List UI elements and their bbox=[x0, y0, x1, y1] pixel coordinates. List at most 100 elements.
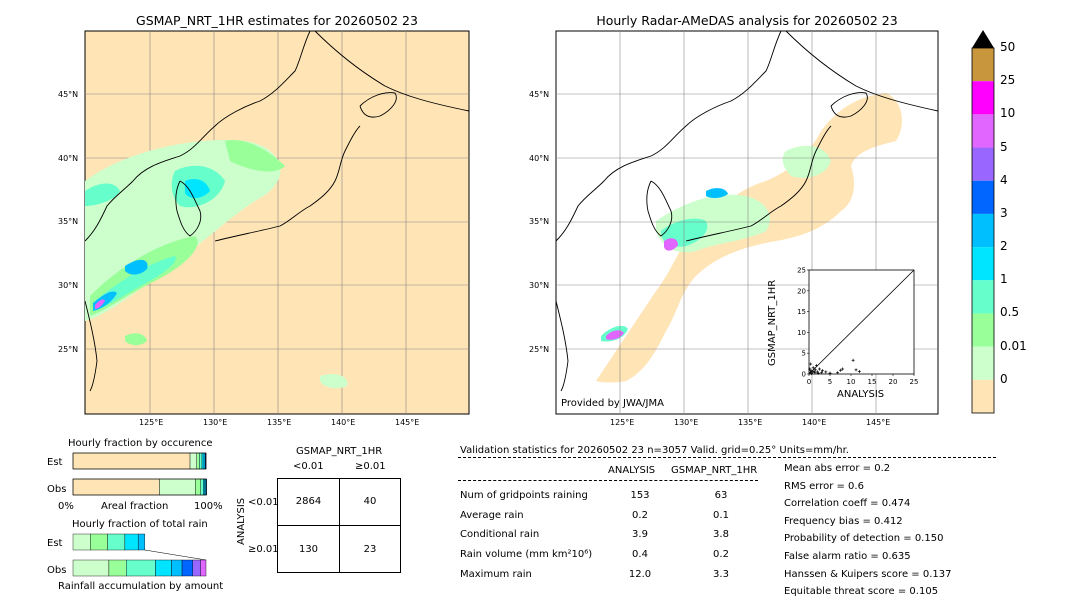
right-lon-130: 130°E bbox=[674, 418, 699, 427]
scatter-ytick: 10 bbox=[797, 329, 806, 337]
stats-score: Frequency bias = 0.412 bbox=[784, 515, 903, 527]
scatter-plot: 0 5 10 15 20 25 0 5 10 15 20 25 bbox=[797, 267, 918, 387]
stats-row-label: Average rain bbox=[460, 509, 524, 521]
right-lat-40: 40°N bbox=[529, 154, 550, 163]
row-axis-label: ANALYSIS bbox=[236, 497, 247, 545]
row-label-lt: <0.01 bbox=[248, 497, 279, 508]
stats-row-analysis: 0.2 bbox=[632, 509, 648, 521]
stats-row-label: Num of gridpoints raining bbox=[460, 490, 588, 501]
scatter-point bbox=[816, 371, 820, 375]
colorbar-label: 5 bbox=[1000, 139, 1008, 154]
fraction-bar-segment bbox=[200, 478, 204, 496]
scatter-ytick: 0 bbox=[802, 371, 806, 379]
cell-miss: 130 bbox=[298, 544, 319, 555]
occurence-bars bbox=[72, 452, 207, 496]
left-lon-125: 125°E bbox=[139, 418, 164, 427]
right-lat-30: 30°N bbox=[529, 281, 550, 290]
colorbar-segment bbox=[972, 180, 994, 214]
fraction-bar-segment bbox=[181, 559, 193, 577]
scatter-ytick: 5 bbox=[802, 350, 806, 358]
scatter-point bbox=[820, 369, 824, 373]
fraction-bar-frame bbox=[72, 452, 207, 470]
fraction-bar-segment bbox=[195, 478, 201, 496]
left-lon-145: 145°E bbox=[395, 418, 420, 427]
fraction-bar-segment bbox=[189, 452, 197, 470]
stats-row-analysis: 12.0 bbox=[628, 568, 652, 580]
scatter-xtick: 10 bbox=[847, 378, 856, 386]
fraction-bar-segment bbox=[72, 478, 160, 496]
stats-divider bbox=[458, 457, 996, 458]
tot-est-label: Est bbox=[47, 538, 63, 549]
scatter-ytick: 15 bbox=[797, 308, 806, 316]
scatter-xtick: 5 bbox=[828, 378, 832, 386]
fraction-bar-segment bbox=[196, 452, 200, 470]
left-lon-130: 130°E bbox=[203, 418, 228, 427]
occurence-title: Hourly fraction by occurence bbox=[68, 438, 213, 449]
stats-score: Equitable threat score = 0.105 bbox=[784, 586, 939, 598]
colorbar-segment bbox=[972, 346, 994, 380]
scatter-point bbox=[851, 358, 855, 362]
fraction-bar-segment bbox=[159, 478, 196, 496]
colorbar-label: 1 bbox=[1000, 272, 1008, 287]
occ-tick-100: 100% bbox=[194, 501, 223, 512]
stats-header: Validation statistics for 20260502 23 n=… bbox=[460, 445, 849, 456]
stats-row-gsmap: 3.3 bbox=[713, 568, 729, 580]
left-lat-30: 30°N bbox=[58, 281, 79, 290]
right-map bbox=[555, 30, 939, 415]
right-lon-125: 125°E bbox=[610, 418, 635, 427]
occ-obs-label: Obs bbox=[47, 484, 67, 495]
tot-obs-label: Obs bbox=[47, 565, 67, 576]
scatter-point bbox=[813, 371, 817, 375]
left-lat-35: 35°N bbox=[58, 217, 79, 226]
fraction-bar-segment bbox=[201, 452, 205, 470]
occ-est-label: Est bbox=[47, 457, 63, 468]
col-label-ge: ≥0.01 bbox=[355, 461, 386, 472]
right-lon-140: 140°E bbox=[802, 418, 827, 427]
stats-row-gsmap: 0.1 bbox=[713, 509, 729, 521]
colorbar-label: 4 bbox=[1000, 172, 1008, 187]
left-lat-25: 25°N bbox=[58, 345, 79, 354]
left-map-title: GSMAP_NRT_1HR estimates for 20260502 23 bbox=[136, 13, 418, 28]
fraction-bar-segment bbox=[108, 559, 127, 577]
total-rain-bars bbox=[72, 533, 207, 577]
colorbar-label: 0.5 bbox=[1000, 305, 1020, 320]
scatter-point bbox=[811, 366, 815, 370]
fraction-bar-segment bbox=[124, 533, 139, 551]
stats-row-label: Rain volume (mm km²10⁶) bbox=[460, 549, 593, 561]
stats-row-gsmap: 0.2 bbox=[713, 549, 729, 561]
fraction-bar-segment bbox=[155, 559, 172, 577]
scatter-point bbox=[815, 364, 819, 368]
scatter-diagonal bbox=[808, 269, 915, 375]
scatter-point bbox=[810, 372, 814, 376]
right-lon-145: 145°E bbox=[866, 418, 891, 427]
colorbar-label: 3 bbox=[1000, 205, 1008, 220]
fraction-bar-segment bbox=[192, 559, 201, 577]
scatter-point bbox=[809, 362, 813, 366]
fraction-bar-segment bbox=[200, 559, 207, 577]
fraction-bar-segment bbox=[107, 533, 126, 551]
colorbar-extend-arrow bbox=[972, 30, 994, 48]
scatter-point bbox=[828, 371, 832, 375]
colorbar-label: 2 bbox=[1000, 239, 1008, 254]
colorbar-frame bbox=[971, 47, 995, 414]
tot-xlabel: Rainfall accumulation by amount bbox=[58, 581, 224, 592]
accumulation-connector bbox=[144, 549, 207, 561]
left-lat-45: 45°N bbox=[58, 90, 79, 99]
stats-score: Mean abs error = 0.2 bbox=[784, 463, 891, 474]
stats-score: Probability of detection = 0.150 bbox=[784, 533, 944, 545]
colorbar-label: 0 bbox=[1000, 371, 1008, 386]
scatter-point bbox=[808, 367, 812, 371]
colorbar-segment bbox=[972, 147, 994, 181]
colorbar-segment bbox=[972, 213, 994, 248]
scatter-xtick: 15 bbox=[868, 378, 877, 386]
colorbar-segment bbox=[972, 247, 994, 281]
scatter-point bbox=[841, 367, 845, 371]
colorbar-label: 25 bbox=[1000, 73, 1016, 88]
stats-row-analysis: 153 bbox=[630, 490, 650, 501]
scatter-point bbox=[824, 370, 828, 374]
cell-false-alarm: 40 bbox=[363, 496, 377, 507]
fraction-bar-segment bbox=[90, 533, 108, 551]
cell-hits-none: 2864 bbox=[295, 496, 322, 507]
right-map-title: Hourly Radar-AMeDAS analysis for 2026050… bbox=[596, 13, 898, 28]
right-lon-135: 135°E bbox=[738, 418, 763, 427]
